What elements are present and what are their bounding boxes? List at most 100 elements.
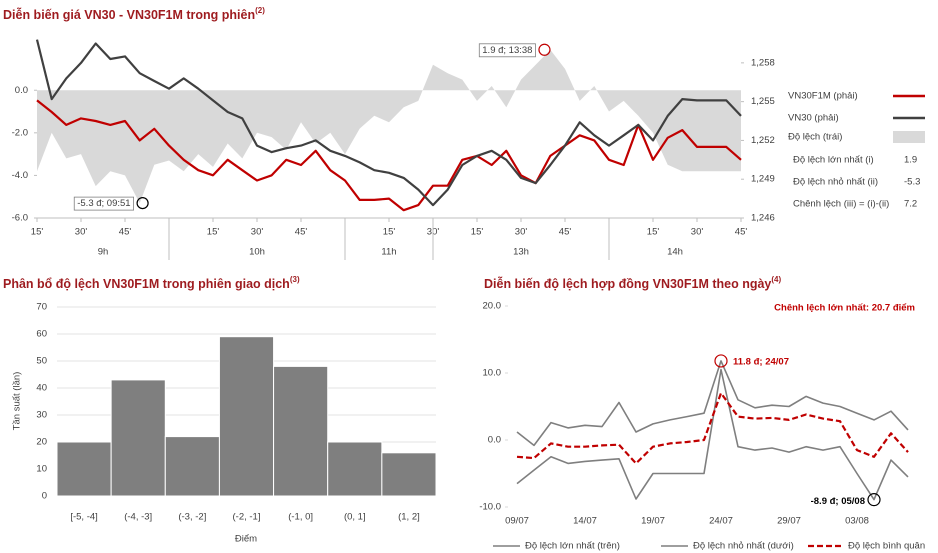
- annotation-marker: [867, 493, 881, 507]
- hour-label: 9h: [98, 247, 109, 258]
- x-tick-label: 09/07: [505, 516, 529, 527]
- legend-label: Độ lệch (trái): [788, 132, 842, 143]
- x-tick-label: (-4, -3]: [124, 512, 152, 523]
- stat-label: Chênh lệch (iii) = (i)-(ii): [793, 199, 889, 210]
- y-tick-label: 70: [36, 302, 47, 313]
- annotation-box: [478, 43, 536, 58]
- stat-value: 1.9: [904, 155, 917, 166]
- title-note: (2): [255, 6, 265, 15]
- y-tick-label: 10: [36, 464, 47, 475]
- x-tick-label: 45': [735, 227, 748, 238]
- y2-tick-label: 1,246: [751, 213, 775, 224]
- y-tick-label: 10.0: [483, 368, 502, 379]
- stat-value: 7.2: [904, 199, 917, 210]
- chart-title-text: Phân bổ độ lệch VN30F1M trong phiên giao…: [3, 277, 290, 291]
- x-tick-label: 19/07: [641, 516, 665, 527]
- y-tick-label: 0.0: [15, 85, 28, 96]
- x-tick-label: 15': [207, 227, 220, 238]
- x-tick-label: 30': [75, 227, 88, 238]
- x-tick-label: 03/08: [845, 516, 869, 527]
- x-axis-title: Điểm: [235, 534, 257, 545]
- annotation-label: -5.3 đ; 09:51: [77, 198, 130, 209]
- y-tick-label: 30: [36, 410, 47, 421]
- title-note: (3): [290, 275, 300, 284]
- x-tick-label: 15': [471, 227, 484, 238]
- y-tick-label: 0.0: [488, 435, 501, 446]
- hour-label: 10h: [249, 247, 265, 258]
- legend-label: Độ lệch bình quân: [848, 541, 925, 552]
- bar: [218, 336, 275, 497]
- x-tick-label: (0, 1]: [344, 512, 366, 523]
- annotation-marker: [538, 43, 551, 56]
- price-line: [36, 99, 742, 212]
- x-tick-label: 14/07: [573, 516, 597, 527]
- stat-value: -5.3: [904, 177, 920, 188]
- series-line: [516, 392, 909, 465]
- legend-label: VN30 (phải): [788, 113, 839, 124]
- y-tick-label: -4.0: [12, 170, 28, 181]
- chart-title: Diễn biến giá VN30 - VN30F1M trong phiên…: [3, 6, 265, 22]
- y2-tick-label: 1,258: [751, 57, 775, 68]
- annotation-label: 1.9 đ; 13:38: [482, 45, 532, 56]
- annotation-marker: [136, 196, 149, 210]
- annotation-label: -8.9 đ; 05/08: [811, 496, 865, 507]
- y-tick-label: 40: [36, 383, 47, 394]
- annotation-box: [73, 196, 135, 211]
- legend-label: VN30F1M (phải): [788, 91, 858, 102]
- bar: [273, 365, 329, 497]
- bar: [56, 441, 112, 497]
- x-tick-label: 45': [559, 227, 572, 238]
- x-tick-label: (1, 2]: [398, 512, 420, 523]
- y2-tick-label: 1,252: [751, 135, 775, 146]
- x-tick-label: 15': [647, 227, 660, 238]
- x-tick-label: 30': [515, 227, 528, 238]
- x-tick-label: 45': [119, 227, 132, 238]
- chart-title-text: Diễn biến độ lệch hợp đồng VN30F1M theo …: [484, 276, 771, 291]
- x-tick-label: (-1, 0]: [288, 512, 313, 523]
- legend-swatch: [893, 131, 925, 143]
- x-tick-label: 29/07: [777, 516, 801, 527]
- y-tick-label: 50: [36, 356, 47, 367]
- chart-title-text: Diễn biến giá VN30 - VN30F1M trong phiên: [3, 7, 255, 22]
- legend-label: Độ lệch lớn nhất (trên): [525, 541, 620, 552]
- bar: [164, 436, 220, 497]
- y-tick-label: -10.0: [479, 502, 501, 513]
- hour-label: 13h: [513, 247, 529, 258]
- legend-label: Độ lệch nhỏ nhất (dưới): [693, 541, 794, 552]
- y-tick-label: 60: [36, 329, 47, 340]
- stat-label: Độ lệch nhỏ nhất (ii): [793, 177, 878, 188]
- x-tick-label: 30': [691, 227, 704, 238]
- hour-label: 11h: [381, 247, 396, 258]
- annotation-marker: [714, 354, 728, 368]
- bar: [381, 452, 437, 497]
- y-axis-title: Tần suất (lần): [12, 372, 23, 431]
- bar: [110, 379, 166, 497]
- y-tick-label: -6.0: [12, 213, 28, 224]
- y-tick-label: 0: [42, 491, 47, 502]
- y2-tick-label: 1,249: [751, 174, 775, 185]
- chart-title: Diễn biến độ lệch hợp đồng VN30F1M theo …: [484, 275, 782, 291]
- x-tick-label: (-3, -2]: [178, 512, 206, 523]
- chart-note: Chênh lệch lớn nhất: 20.7 điểm: [774, 303, 915, 314]
- y-tick-label: 20.0: [483, 301, 502, 312]
- bar: [327, 441, 383, 497]
- series-line: [516, 360, 909, 447]
- y2-tick-label: 1,255: [751, 96, 775, 107]
- hour-label: 14h: [667, 247, 683, 258]
- x-tick-label: 45': [295, 227, 308, 238]
- annotation-label: 11.8 đ; 24/07: [733, 356, 789, 367]
- y-tick-label: 20: [36, 437, 47, 448]
- x-tick-label: 15': [383, 227, 396, 238]
- x-tick-label: 24/07: [709, 516, 733, 527]
- x-tick-label: (-2, -1]: [233, 512, 261, 523]
- chart-title: Phân bổ độ lệch VN30F1M trong phiên giao…: [3, 275, 300, 291]
- y-tick-label: -2.0: [12, 127, 28, 138]
- title-note: (4): [771, 275, 781, 284]
- series-line: [516, 368, 909, 501]
- stat-label: Độ lệch lớn nhất (i): [793, 155, 874, 166]
- x-tick-label: 30': [251, 227, 264, 238]
- x-tick-label: [-5, -4]: [70, 512, 97, 523]
- deviation-area: [37, 49, 741, 204]
- price-line: [35, 39, 742, 207]
